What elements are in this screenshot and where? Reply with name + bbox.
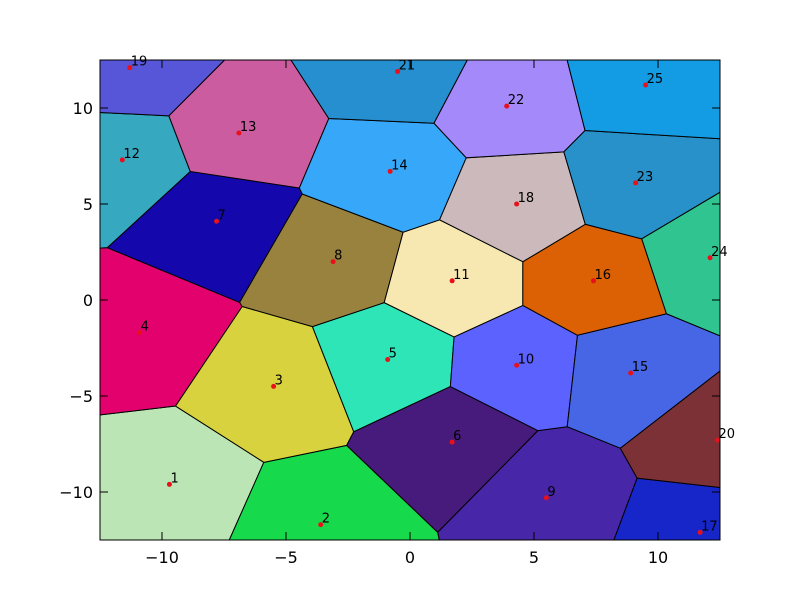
data-point-6 [449,439,455,445]
data-point-25 [643,82,649,88]
point-label-23: 23 [637,170,654,185]
data-point-12 [119,157,125,163]
point-labels: 1234567891011121314151617181920212223242… [123,55,735,535]
point-label-21: 21 [399,59,416,74]
data-point-13 [236,130,242,136]
data-point-5 [385,357,391,363]
point-label-1: 1 [170,471,178,486]
data-point-11 [449,278,455,284]
point-label-24: 24 [711,245,728,260]
y-tick-label: −5 [69,387,93,406]
point-label-10: 10 [518,352,535,367]
data-point-10 [514,362,520,368]
x-tick-label: −10 [145,548,179,567]
point-label-13: 13 [240,120,257,135]
data-point-24 [707,255,713,261]
point-label-2: 2 [322,512,330,527]
point-label-16: 16 [595,268,612,283]
y-tick-label: 0 [83,291,93,310]
data-point-8 [330,259,336,265]
data-point-2 [318,522,324,528]
point-label-7: 7 [218,208,226,223]
point-label-17: 17 [701,519,718,534]
point-label-8: 8 [334,249,342,264]
y-axis: −10 −5 0 5 10 [59,99,720,502]
data-point-7 [214,218,220,224]
x-tick-label: −5 [274,548,298,567]
point-label-11: 11 [453,268,470,283]
y-tick-label: 5 [83,195,93,214]
point-label-6: 6 [453,429,461,444]
data-point-17 [697,529,703,535]
voronoi-cells [99,59,721,541]
data-point-18 [514,201,520,207]
x-tick-label: 0 [405,548,415,567]
point-label-5: 5 [389,347,397,362]
data-point-22 [504,103,510,109]
x-tick-label: 5 [529,548,539,567]
data-point-3 [271,383,277,389]
point-label-20: 20 [719,427,736,442]
point-label-14: 14 [391,158,408,173]
point-label-25: 25 [647,72,664,87]
data-points [119,65,721,535]
point-label-4: 4 [141,320,149,335]
data-point-4 [137,330,143,336]
point-label-18: 18 [518,191,535,206]
y-tick-label: −10 [59,483,93,502]
data-point-14 [387,168,393,174]
data-point-1 [166,481,172,487]
voronoi-cell-25 [566,59,721,140]
point-label-22: 22 [508,93,525,108]
data-point-16 [591,278,597,284]
data-point-21 [395,69,401,75]
data-point-15 [628,370,634,376]
data-point-20 [715,437,721,443]
point-label-12: 12 [123,147,140,162]
point-label-15: 15 [632,360,649,375]
point-label-9: 9 [547,485,555,500]
data-point-23 [633,180,639,186]
point-label-19: 19 [131,55,148,70]
x-axis: −10 −5 0 5 10 [145,60,668,567]
data-point-9 [543,495,549,501]
y-tick-label: 10 [73,99,93,118]
data-point-19 [127,65,133,71]
point-label-3: 3 [275,373,283,388]
x-tick-label: 10 [648,548,668,567]
